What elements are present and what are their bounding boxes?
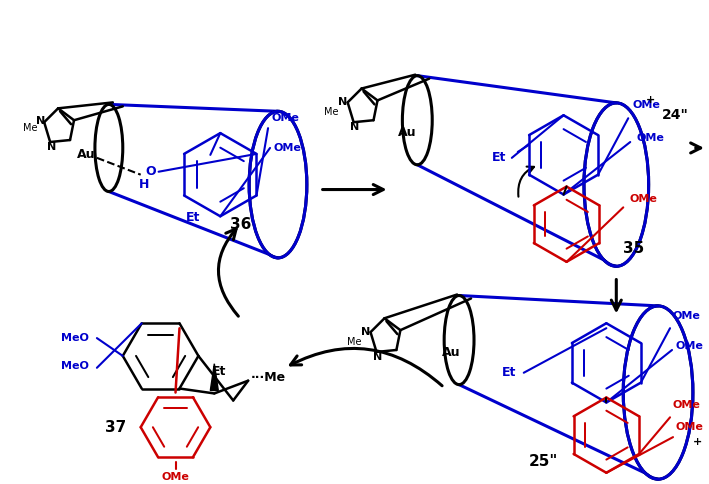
Text: N: N xyxy=(373,352,382,362)
Text: MeO: MeO xyxy=(61,361,89,371)
Text: OMe: OMe xyxy=(672,311,700,321)
Text: OMe: OMe xyxy=(162,472,189,482)
Ellipse shape xyxy=(251,113,305,256)
Text: 36: 36 xyxy=(230,217,251,232)
Text: Et: Et xyxy=(186,211,201,224)
Text: Me: Me xyxy=(325,107,339,117)
Text: 25": 25" xyxy=(529,454,559,469)
Text: O: O xyxy=(145,165,156,178)
Text: Au: Au xyxy=(442,347,460,360)
Text: N: N xyxy=(47,142,56,152)
Ellipse shape xyxy=(625,308,691,477)
Text: 35: 35 xyxy=(623,242,644,257)
Text: N: N xyxy=(35,116,45,126)
Polygon shape xyxy=(211,364,218,391)
Text: 24": 24" xyxy=(662,108,689,122)
Text: OMe: OMe xyxy=(676,422,704,432)
Text: Me: Me xyxy=(23,123,38,133)
Text: OMe: OMe xyxy=(271,113,299,123)
Text: N: N xyxy=(350,122,359,132)
Text: OMe: OMe xyxy=(676,341,704,351)
Text: N: N xyxy=(361,327,370,337)
Text: Au: Au xyxy=(398,126,417,138)
Text: 37: 37 xyxy=(105,420,126,435)
Text: OMe: OMe xyxy=(629,195,657,204)
Text: ···Me: ···Me xyxy=(250,371,286,384)
Text: OMe: OMe xyxy=(672,400,700,410)
Text: Me: Me xyxy=(347,337,362,347)
Ellipse shape xyxy=(586,105,647,264)
Text: H: H xyxy=(138,178,149,191)
Text: OMe: OMe xyxy=(632,100,660,110)
Text: OMe: OMe xyxy=(273,143,301,153)
Text: Et: Et xyxy=(502,366,516,379)
Text: +: + xyxy=(646,95,655,106)
Text: Et: Et xyxy=(212,365,226,378)
Text: MeO: MeO xyxy=(61,333,89,343)
Text: Et: Et xyxy=(492,151,506,165)
Text: N: N xyxy=(338,97,347,107)
Text: Au: Au xyxy=(77,149,95,161)
Text: OMe: OMe xyxy=(636,133,664,143)
Text: +: + xyxy=(693,437,703,447)
